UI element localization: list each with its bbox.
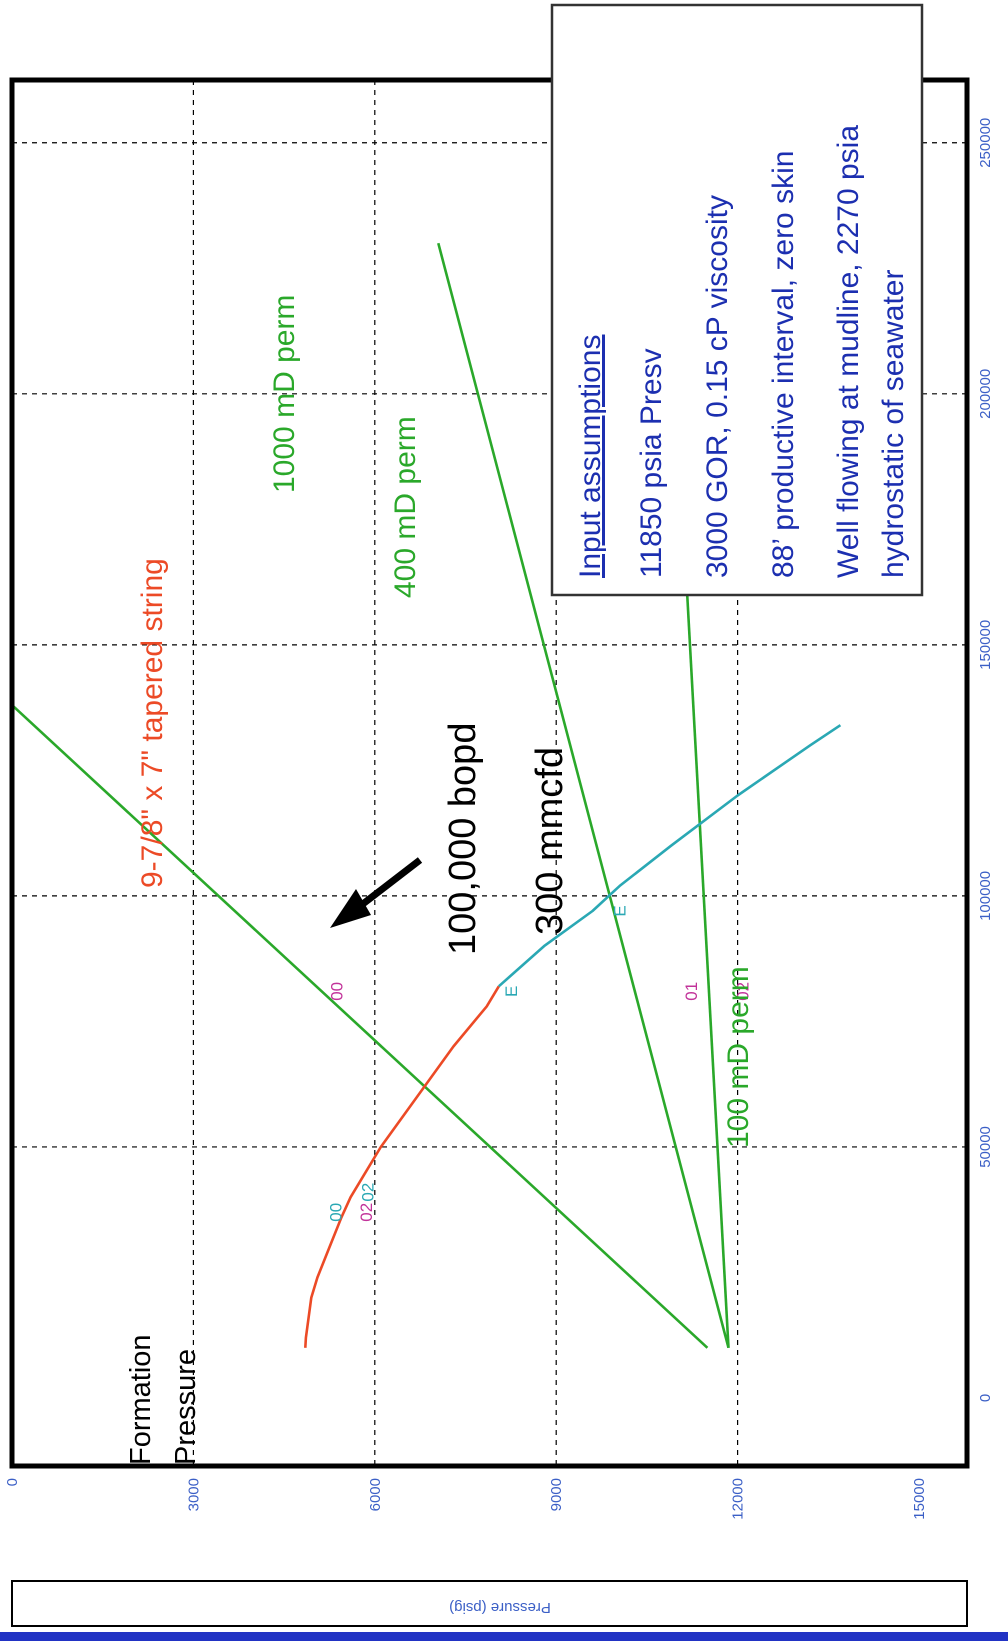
bottom-bar [0,1632,1008,1641]
y-tick-label: 3000 [185,1478,202,1511]
y-tick-label: 0 [4,1478,21,1486]
ipr-1000-label: 1000 mD perm [268,295,301,493]
y-tick-label: 6000 [367,1478,384,1511]
tubing-string-label: 9-7/8" x 7" tapered string [136,558,169,888]
assumption-line-2: 3000 GOR, 0.15 cP viscosity [701,195,734,578]
assumption-line-4: Well flowing at mudline, 2270 psia [832,125,865,578]
assumptions-title: Input assumptions [574,335,607,578]
tick-labels: 0 3000 6000 9000 12000 1500005000010000015000… [4,118,994,1520]
formation-pressure-line-1: Formation [125,1334,157,1465]
assumption-line-3: 88’ productive interval, zero skin [767,151,800,578]
operating-point-arrow [330,857,423,928]
y-tick-label: 15000 [911,1478,928,1520]
curve-marker: 01 [682,982,701,1001]
y-tick-label: 9000 [548,1478,565,1511]
x-tick-label: 0 [977,1394,994,1402]
x-tick-label: 250000 [977,118,994,168]
oil-rate-label: 100,000 bopd [442,723,484,955]
y-axis-label-box [11,1580,968,1627]
assumptions-box: Input assumptions 11850 psia Presv 3000 … [550,3,924,597]
x-tick-label: 150000 [977,620,994,670]
ipr-400-label: 400 mD perm [389,416,422,598]
formation-pressure-label: Formation Pressure [125,1334,202,1465]
x-tick-label: 200000 [977,369,994,419]
x-tick-label: 100000 [977,871,994,921]
curve-marker: 02 [357,1203,376,1222]
curve-marker: E [502,986,521,997]
curve-marker: E [611,905,630,916]
formation-pressure-line-2: Pressure [170,1349,202,1465]
assumption-line-5: hydrostatic of seawater [877,270,910,578]
y-axis-label: Pressure (psig) [449,1599,551,1616]
series-line-400-md-perm [437,242,730,1349]
curve-marker: 02 [359,1183,378,1202]
ipr-100-label: 100 mD perm [722,966,755,1148]
assumption-line-1: 11850 psia Presv [635,348,668,578]
series-line-9-7-8-x-7-tapered-string [304,985,500,1348]
y-tick-label: 12000 [730,1478,747,1520]
plot-frame [9,77,970,1469]
series-line-9-7-8-x-7-tapered-string-erosional [497,724,842,988]
curve-marker: 00 [328,982,347,1001]
gas-rate-label: 300 mmcfd [529,747,571,935]
curve-marker: 00 [327,1203,346,1222]
series-line-100-md-perm [11,704,709,1349]
curve-marker: 02 [733,982,752,1001]
x-tick-label: 50000 [977,1126,994,1168]
